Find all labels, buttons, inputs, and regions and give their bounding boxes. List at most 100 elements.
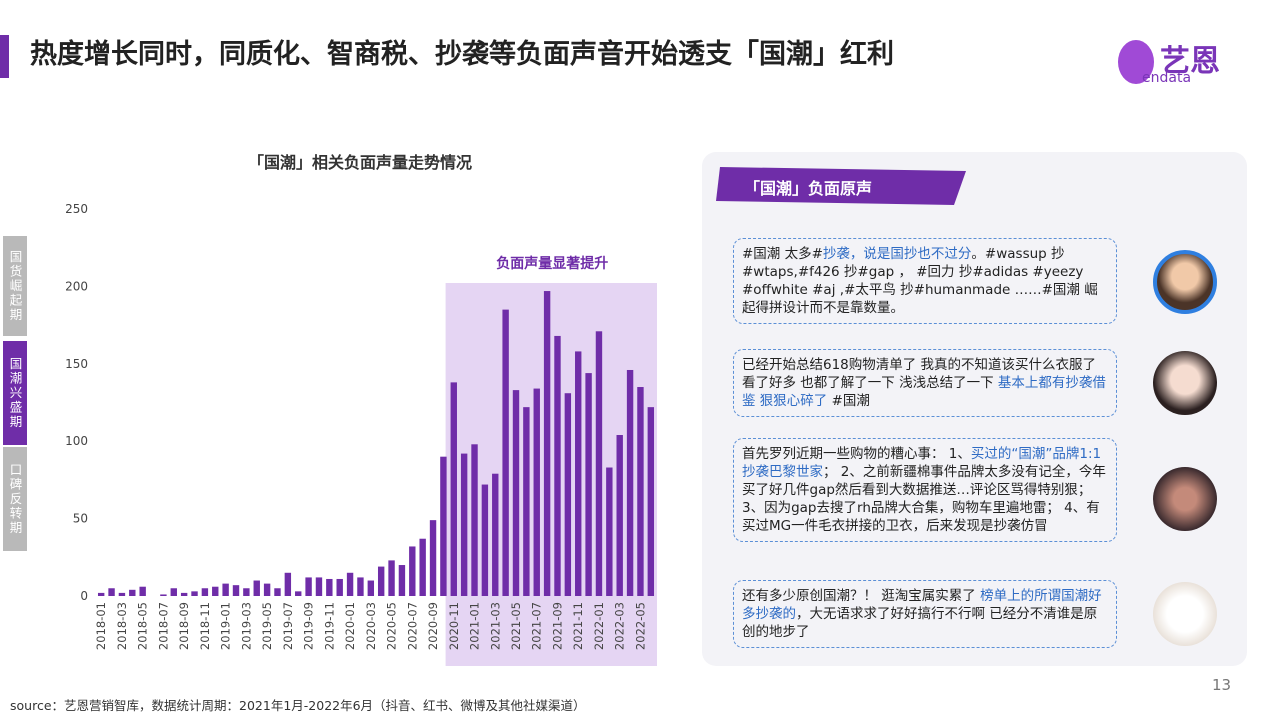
panel-header bbox=[716, 167, 966, 205]
x-tick-label: 2018-11 bbox=[198, 602, 212, 650]
bar bbox=[180, 592, 188, 596]
x-tick-label: 2021-01 bbox=[468, 602, 482, 650]
quote-box: 已经开始总结618购物清单了 我真的不知道该买什么衣服了 看了好多 也都了解了一… bbox=[733, 349, 1117, 417]
bar bbox=[160, 594, 167, 596]
bar bbox=[222, 583, 229, 596]
x-tick-label: 2021-07 bbox=[530, 602, 544, 650]
bar bbox=[429, 520, 437, 596]
bar bbox=[212, 586, 219, 596]
bar bbox=[284, 572, 292, 596]
quote-text: #国潮 bbox=[827, 393, 870, 409]
phase-label: 口碑反转期 bbox=[3, 447, 27, 551]
quote-text: 已经开始总结618购物清单了 我真的不知道该买什么衣服了 看了好多 也都了解了一… bbox=[742, 357, 1097, 391]
x-tick-label: 2021-05 bbox=[509, 602, 523, 650]
avatar bbox=[1153, 467, 1217, 531]
bar bbox=[471, 444, 478, 596]
x-tick-label: 2020-07 bbox=[405, 602, 419, 650]
bar bbox=[305, 577, 312, 596]
x-tick-label: 2020-11 bbox=[447, 602, 461, 650]
bar bbox=[450, 382, 457, 596]
avatar bbox=[1153, 582, 1217, 646]
source-note: source：艺恩营销智库，数据统计周期：2021年1月-2022年6月（抖音、… bbox=[10, 698, 586, 713]
logo-name: 艺恩 bbox=[1160, 44, 1220, 79]
x-tick-label: 2020-09 bbox=[426, 602, 440, 650]
bar bbox=[543, 291, 551, 596]
bar bbox=[647, 407, 655, 596]
highlight-text: 榜单上的所谓国潮好多抄袭的 bbox=[742, 588, 1102, 622]
bar bbox=[336, 578, 343, 596]
x-tick-label: 2020-05 bbox=[385, 602, 399, 650]
bar bbox=[585, 373, 592, 596]
quote-box: 还有多少原创国潮？！ 逛淘宝属实累了 榜单上的所谓国潮好多抄袭的，大无语求求了好… bbox=[733, 580, 1117, 648]
bar bbox=[232, 585, 240, 596]
x-tick-label: 2018-07 bbox=[156, 602, 170, 650]
title-accent bbox=[0, 35, 9, 78]
logo-icon bbox=[1118, 40, 1154, 84]
x-tick-label: 2022-05 bbox=[633, 602, 647, 650]
bar bbox=[97, 592, 105, 596]
bar bbox=[481, 484, 489, 596]
bar bbox=[523, 407, 530, 596]
x-tick-label: 2018-09 bbox=[177, 602, 191, 650]
bar bbox=[201, 588, 209, 596]
bar bbox=[129, 589, 136, 596]
bar bbox=[533, 388, 540, 596]
avatar bbox=[1153, 250, 1217, 314]
bar bbox=[398, 565, 406, 596]
bar bbox=[263, 583, 271, 596]
bar bbox=[626, 369, 634, 596]
x-tick-label: 2019-09 bbox=[302, 602, 316, 650]
phase-label: 国货崛起期 bbox=[3, 236, 27, 336]
bar bbox=[502, 309, 509, 596]
x-tick-label: 2019-05 bbox=[260, 602, 274, 650]
page-title: 热度增长同时，同质化、智商税、抄袭等负面声音开始透支「国潮」红利 bbox=[30, 39, 894, 70]
bar bbox=[409, 546, 416, 596]
bar bbox=[170, 588, 177, 596]
y-tick-label: 100 bbox=[65, 434, 88, 448]
bar bbox=[326, 578, 333, 596]
bar bbox=[492, 473, 499, 596]
quote-box: #国潮 太多#抄袭，说是国抄也不过分。#wassup 抄 #wtaps,#f42… bbox=[733, 238, 1117, 324]
bar bbox=[440, 456, 447, 596]
bar bbox=[419, 538, 426, 596]
bar bbox=[274, 588, 281, 596]
highlight-text: 买过的“国潮”品牌1:1抄袭巴黎世家 bbox=[742, 446, 1102, 480]
bar bbox=[554, 335, 561, 596]
x-tick-label: 2018-03 bbox=[115, 602, 129, 650]
bar bbox=[367, 580, 375, 596]
bar bbox=[118, 592, 126, 596]
highlight-label: 负面声量显著提升 bbox=[496, 255, 608, 272]
bar bbox=[253, 580, 260, 596]
x-tick-label: 2019-01 bbox=[219, 602, 233, 650]
y-tick-label: 250 bbox=[65, 202, 88, 216]
bar bbox=[575, 351, 582, 596]
bar bbox=[315, 577, 323, 596]
bar bbox=[139, 586, 146, 596]
chart: 「国潮」相关负面声量走势情况 负面声量显著提升 0 50 100 150 200 250 20… bbox=[65, 153, 657, 666]
phase-label: 国潮兴盛期 bbox=[3, 341, 27, 445]
y-tick-label: 0 bbox=[80, 589, 88, 603]
y-tick-label: 200 bbox=[65, 279, 88, 293]
x-tick-label: 2019-11 bbox=[322, 602, 336, 650]
quote-text: 。#wassup 抄 #wtaps,#f426 抄#gap ， #回力 抄#ad… bbox=[742, 246, 1098, 316]
highlight-text: 基本上都有抄袭借鉴 狠狠心碎了 bbox=[742, 375, 1106, 409]
x-tick-label: 2018-01 bbox=[94, 602, 108, 650]
x-tick-label: 2021-03 bbox=[488, 602, 502, 650]
quote-text: 还有多少原创国潮？！ 逛淘宝属实累了 bbox=[742, 588, 981, 604]
bar bbox=[377, 566, 385, 596]
bar bbox=[616, 435, 623, 596]
quote-text: #国潮 太多# bbox=[742, 246, 823, 262]
quote-text: ； 2、之前新疆棉事件品牌太多没有记全，今年买了好几件gap然后看到大数据推送…… bbox=[742, 464, 1106, 534]
bar bbox=[606, 467, 613, 596]
bar bbox=[243, 588, 250, 596]
x-tick-label: 2022-01 bbox=[592, 602, 606, 650]
quote-text: ，大无语求求了好好搞行不行啊 已经分不清谁是原创的地步了 bbox=[742, 606, 1098, 640]
avatar bbox=[1153, 351, 1217, 415]
x-tick-label: 2019-07 bbox=[281, 602, 295, 650]
bar bbox=[357, 577, 364, 596]
bar bbox=[191, 591, 198, 596]
bar bbox=[595, 331, 603, 596]
highlight-text: 抄袭，说是国抄也不过分 bbox=[822, 246, 972, 262]
bar bbox=[295, 591, 302, 596]
